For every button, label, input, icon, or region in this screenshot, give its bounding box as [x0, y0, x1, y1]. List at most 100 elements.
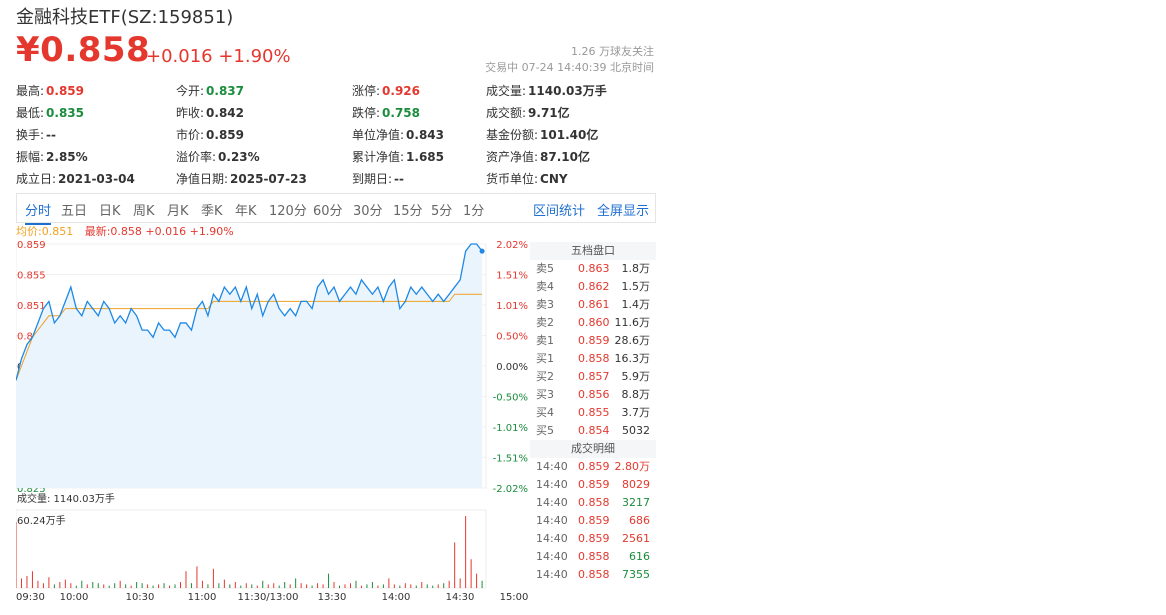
stat-value: 2021-03-04: [58, 172, 135, 186]
trade-row: 14:40 0.858 7355: [530, 566, 656, 584]
order-price: 0.858: [578, 352, 610, 365]
tab-0[interactable]: 分时: [25, 200, 52, 225]
stat-1-1: 昨收: 0.842: [176, 104, 244, 121]
trade-price: 0.858: [578, 550, 610, 563]
trade-row: 14:40 0.859 2561: [530, 530, 656, 548]
volume-label: 成交量: 1140.03万手: [17, 492, 115, 505]
trade-time: 14:40: [536, 460, 568, 473]
order-level-label: 买4: [536, 406, 554, 419]
order-volume: 5.9万: [621, 370, 651, 383]
stat-label: 市价:: [176, 128, 205, 142]
order-price: 0.860: [578, 316, 610, 329]
order-volume: 1.5万: [621, 280, 651, 293]
stat-label: 成立日:: [16, 172, 57, 186]
trade-row: 14:40 0.858 3217: [530, 494, 656, 512]
stat-label: 到期日:: [352, 172, 393, 186]
order-book-row: 卖1 0.859 28.6万: [530, 332, 656, 350]
legend-avg: 均价:0.851: [16, 225, 74, 238]
stat-label: 基金份额:: [486, 128, 539, 142]
price-area: [16, 244, 483, 488]
trade-volume: 3217: [622, 496, 650, 509]
trade-row: 14:40 0.859 8029: [530, 476, 656, 494]
trade-price: 0.858: [578, 568, 610, 581]
price-tick-label: 0.855: [17, 271, 46, 282]
tab-6[interactable]: 年K: [235, 204, 257, 219]
stat-value: 1.685: [406, 150, 445, 164]
followers-count: 1.26 万球友关注: [571, 45, 654, 58]
stat-value: 0.23%: [218, 150, 260, 164]
tab-10[interactable]: 15分: [393, 204, 423, 219]
price-tick-label: 0.851: [17, 301, 46, 312]
trade-time: 14:40: [536, 568, 568, 581]
trade-volume: 7355: [622, 568, 650, 581]
stat-1-3: 成交额: 9.71亿: [486, 104, 570, 121]
order-book-row: 买4 0.855 3.7万: [530, 404, 656, 422]
time-tick-label: 10:00: [60, 592, 89, 603]
stat-4-2: 到期日: --: [352, 170, 404, 187]
volume-plot-area: [16, 509, 487, 589]
tab-8[interactable]: 60分: [313, 204, 343, 219]
order-volume: 1.4万: [621, 298, 651, 311]
stat-label: 换手:: [16, 128, 45, 142]
trade-time: 14:40: [536, 532, 568, 545]
order-book-row: 卖2 0.860 11.6万: [530, 314, 656, 332]
tab-5[interactable]: 季K: [201, 204, 223, 219]
tab-1[interactable]: 五日: [61, 204, 88, 219]
pct-tick-label: -2.02%: [493, 484, 528, 495]
range-stats-link[interactable]: 区间统计: [533, 204, 586, 219]
fund-title: 金融科技ETF(SZ:159851): [16, 7, 234, 28]
price-line: [16, 243, 483, 381]
price-tick-label: 0.825: [17, 484, 46, 495]
order-price: 0.859: [578, 334, 610, 347]
fullscreen-link[interactable]: 全屏显示: [597, 204, 650, 219]
stat-0-2: 涨停: 0.926: [352, 82, 420, 99]
trade-volume: 2.80万: [614, 460, 651, 473]
stat-0-3: 成交量: 1140.03万手: [486, 82, 607, 99]
stat-label: 资产净值:: [486, 150, 539, 164]
stat-value: 0.758: [382, 106, 421, 120]
stat-1-0: 最低: 0.835: [16, 104, 84, 121]
order-level-label: 买1: [536, 352, 554, 365]
stat-0-1: 今开: 0.837: [176, 82, 244, 99]
pct-tick-label: 1.51%: [496, 271, 528, 282]
stat-2-3: 基金份额: 101.40亿: [486, 126, 598, 143]
stat-3-2: 累计净值: 1.685: [352, 148, 444, 165]
time-tick-label: 14:00: [382, 592, 411, 603]
trading-status: 交易中 07-24 14:40:39 北京时间: [485, 61, 654, 74]
stat-4-0: 成立日: 2021-03-04: [16, 170, 135, 187]
stat-value: 9.71亿: [528, 106, 570, 120]
order-level-label: 买3: [536, 388, 554, 401]
order-price: 0.863: [578, 262, 610, 275]
tab-3[interactable]: 周K: [133, 204, 155, 219]
trade-volume: 686: [629, 514, 650, 527]
trade-price: 0.859: [578, 514, 610, 527]
price-tick-label: 0.846: [17, 332, 46, 343]
stat-label: 单位净值:: [352, 128, 405, 142]
trade-row: 14:40 0.859 686: [530, 512, 656, 530]
tab-7[interactable]: 120分: [269, 204, 307, 219]
stat-3-3: 资产净值: 87.10亿: [486, 148, 590, 165]
order-volume: 16.3万: [614, 352, 651, 365]
stat-label: 货币单位:: [486, 172, 539, 186]
pct-tick-label: 0.50%: [496, 332, 528, 343]
time-tick-label: 15:00: [500, 592, 528, 603]
tab-2[interactable]: 日K: [99, 204, 121, 219]
quote-panel: 金融科技ETF(SZ:159851) ¥0.858 +0.016 +1.90% …: [16, 7, 656, 610]
tab-4[interactable]: 月K: [167, 204, 189, 219]
order-price: 0.857: [578, 370, 610, 383]
time-tick-label: 11:30/13:00: [237, 592, 298, 603]
intraday-chart[interactable]: 0.859 2.02% 0.855 1.51% 0.851 1.01% 0.846 0.50%…: [16, 240, 528, 610]
time-tick-label: 13:30: [318, 592, 347, 603]
trade-row: 14:40 0.859 2.80万: [530, 458, 656, 476]
tab-9[interactable]: 30分: [353, 204, 383, 219]
tab-11[interactable]: 5分: [431, 204, 453, 219]
tab-12[interactable]: 1分: [463, 204, 485, 219]
stat-label: 最低:: [16, 106, 45, 120]
stat-value: --: [46, 128, 57, 142]
price-tick-label: 0.859: [17, 240, 46, 251]
stat-label: 最高:: [16, 84, 45, 98]
stat-2-0: 换手: --: [16, 126, 56, 143]
order-book-title: 五档盘口: [530, 242, 656, 260]
pct-tick-label: -0.50%: [493, 393, 528, 404]
stat-value: CNY: [540, 172, 568, 186]
